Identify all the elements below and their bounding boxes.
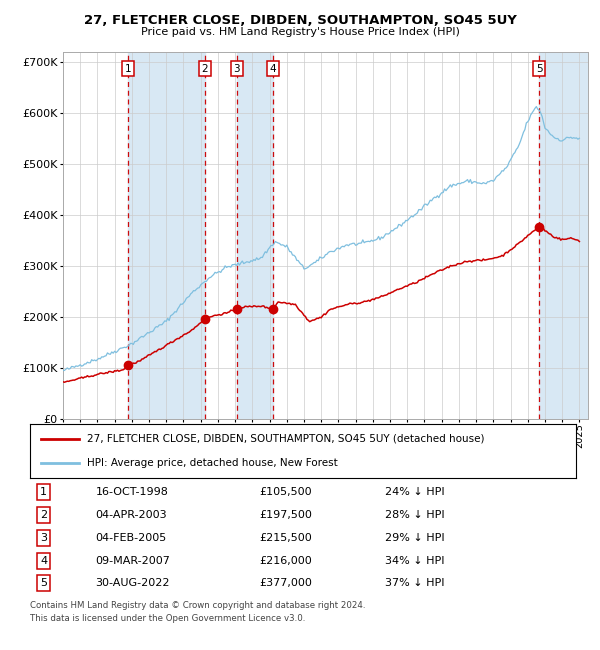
Text: 4: 4 [269, 64, 276, 73]
Text: 28% ↓ HPI: 28% ↓ HPI [385, 510, 445, 520]
Text: £216,000: £216,000 [259, 556, 312, 566]
Text: 29% ↓ HPI: 29% ↓ HPI [385, 533, 445, 543]
Text: 16-OCT-1998: 16-OCT-1998 [95, 488, 169, 497]
Text: 3: 3 [233, 64, 240, 73]
Text: 4: 4 [40, 556, 47, 566]
Text: Contains HM Land Registry data © Crown copyright and database right 2024.: Contains HM Land Registry data © Crown c… [30, 601, 365, 610]
Text: 09-MAR-2007: 09-MAR-2007 [95, 556, 170, 566]
Text: 27, FLETCHER CLOSE, DIBDEN, SOUTHAMPTON, SO45 5UY (detached house): 27, FLETCHER CLOSE, DIBDEN, SOUTHAMPTON,… [88, 434, 485, 444]
Text: 37% ↓ HPI: 37% ↓ HPI [385, 578, 445, 588]
Bar [236, 52, 273, 419]
Text: 1: 1 [125, 64, 131, 73]
Text: £105,500: £105,500 [259, 488, 312, 497]
Text: 04-FEB-2005: 04-FEB-2005 [95, 533, 167, 543]
Bar [128, 52, 205, 419]
Text: 04-APR-2003: 04-APR-2003 [95, 510, 167, 520]
Text: 2: 2 [40, 510, 47, 520]
Bar [539, 52, 588, 419]
Text: 3: 3 [40, 533, 47, 543]
Text: 30-AUG-2022: 30-AUG-2022 [95, 578, 170, 588]
Text: £215,500: £215,500 [259, 533, 312, 543]
Text: 34% ↓ HPI: 34% ↓ HPI [385, 556, 445, 566]
Text: 5: 5 [536, 64, 542, 73]
Text: This data is licensed under the Open Government Licence v3.0.: This data is licensed under the Open Gov… [30, 614, 305, 623]
Text: 24% ↓ HPI: 24% ↓ HPI [385, 488, 445, 497]
Text: HPI: Average price, detached house, New Forest: HPI: Average price, detached house, New … [88, 458, 338, 469]
Text: 27, FLETCHER CLOSE, DIBDEN, SOUTHAMPTON, SO45 5UY: 27, FLETCHER CLOSE, DIBDEN, SOUTHAMPTON,… [83, 14, 517, 27]
Text: Price paid vs. HM Land Registry's House Price Index (HPI): Price paid vs. HM Land Registry's House … [140, 27, 460, 37]
Text: £197,500: £197,500 [259, 510, 312, 520]
Text: 1: 1 [40, 488, 47, 497]
Text: £377,000: £377,000 [259, 578, 312, 588]
Text: 2: 2 [202, 64, 208, 73]
Text: 5: 5 [40, 578, 47, 588]
